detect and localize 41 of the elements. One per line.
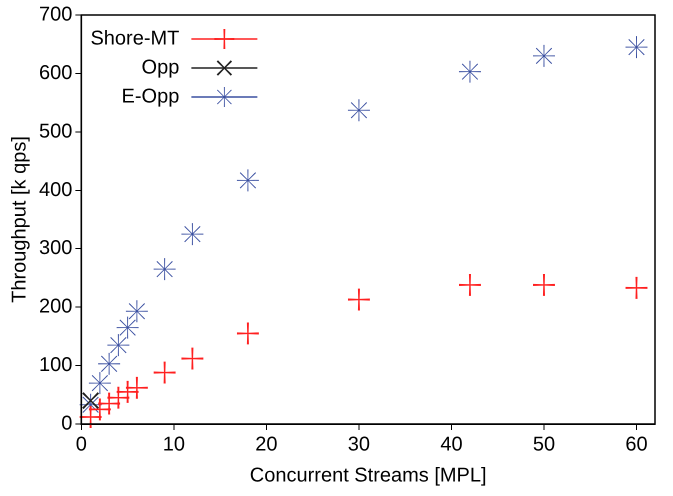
y-tick-label: 700: [38, 4, 72, 26]
x-tick-label: 40: [440, 434, 463, 456]
point: [116, 316, 139, 339]
point: [533, 274, 555, 296]
point: [459, 274, 481, 296]
point: [88, 372, 111, 394]
x-tick-label: 50: [532, 434, 556, 456]
y-tick-label: 200: [38, 296, 72, 318]
x-tick-label: 30: [348, 434, 370, 456]
point: [116, 380, 139, 403]
point: [107, 334, 130, 356]
x-tick-label: 0: [76, 434, 87, 456]
point: [154, 258, 176, 280]
y-tick-label: 100: [38, 354, 72, 376]
point: [181, 223, 204, 246]
point: [348, 288, 370, 310]
y-tick-label: 500: [38, 120, 72, 142]
x-tick-label: 60: [625, 434, 648, 456]
point: [154, 362, 176, 384]
y-tick-label: 0: [61, 412, 72, 435]
point: [626, 276, 648, 299]
point: [181, 348, 204, 370]
point: [98, 352, 120, 375]
point: [348, 99, 370, 122]
point: [126, 376, 148, 399]
point: [626, 36, 648, 58]
y-axis-title: Throughput [k qps]: [8, 136, 31, 303]
y-tick-label: 300: [38, 237, 72, 260]
point: [126, 300, 148, 322]
x-tick-label: 20: [255, 434, 278, 456]
legend-label: E-Opp: [122, 86, 180, 108]
point: [236, 322, 259, 344]
point: [532, 44, 555, 67]
legend-label: Opp: [142, 56, 180, 79]
x-tick-label: 10: [162, 434, 186, 456]
y-tick-label: 600: [38, 62, 72, 84]
x-axis-title: Concurrent Streams [MPL]: [250, 464, 487, 487]
point: [458, 60, 481, 83]
y-tick-label: 400: [38, 178, 72, 201]
legend-label: Shore-MT: [90, 28, 180, 50]
point: [236, 169, 259, 192]
